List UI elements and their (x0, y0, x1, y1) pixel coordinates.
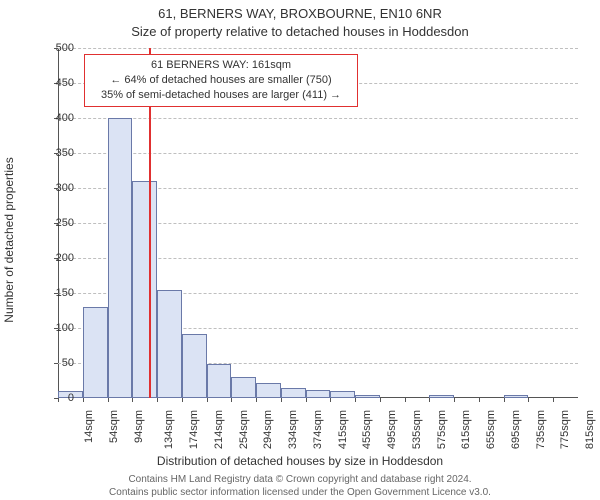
x-tick (330, 398, 331, 402)
x-tick (454, 398, 455, 402)
x-tick (157, 398, 158, 402)
x-tick (207, 398, 208, 402)
annotation-line3: 35% of semi-detached houses are larger (… (91, 88, 351, 103)
x-tick-label: 14sqm (83, 410, 95, 443)
x-tick-label: 655sqm (485, 410, 497, 449)
x-tick-label: 294sqm (262, 410, 274, 449)
x-tick-label: 535sqm (411, 410, 423, 449)
y-tick-label: 450 (34, 77, 74, 89)
x-tick-label: 374sqm (312, 410, 324, 449)
y-tick-label: 250 (34, 217, 74, 229)
x-tick-label: 615sqm (461, 410, 473, 449)
y-tick-label: 0 (34, 392, 74, 404)
gridline-h (58, 153, 578, 154)
footer-text-1: Contains HM Land Registry data © Crown c… (0, 474, 600, 485)
histogram-bar (281, 388, 306, 399)
x-tick-label: 575sqm (436, 410, 448, 449)
x-tick-label: 94sqm (133, 410, 145, 443)
x-tick (306, 398, 307, 402)
x-tick (405, 398, 406, 402)
histogram-bar (330, 391, 355, 398)
x-axis-label: Distribution of detached houses by size … (0, 454, 600, 468)
y-tick-label: 200 (34, 252, 74, 264)
histogram-bar (504, 395, 529, 398)
x-tick-label: 54sqm (108, 410, 120, 443)
y-tick-label: 100 (34, 322, 74, 334)
y-tick-label: 500 (34, 42, 74, 54)
x-tick (429, 398, 430, 402)
x-tick (281, 398, 282, 402)
x-tick (528, 398, 529, 402)
annotation-line2: ← 64% of detached houses are smaller (75… (91, 73, 351, 88)
histogram-bar (132, 181, 157, 398)
histogram-bar (231, 377, 256, 398)
x-tick-label: 214sqm (213, 410, 225, 449)
x-tick-label: 455sqm (362, 410, 374, 449)
x-tick-label: 775sqm (560, 410, 572, 449)
histogram-bar (157, 290, 182, 399)
histogram-bar (355, 395, 380, 399)
x-tick (380, 398, 381, 402)
x-tick (58, 398, 59, 402)
x-tick-label: 134sqm (163, 410, 175, 449)
y-tick-label: 50 (34, 357, 74, 369)
y-tick-label: 400 (34, 112, 74, 124)
histogram-bar (429, 395, 454, 398)
gridline-h (58, 48, 578, 49)
x-tick (256, 398, 257, 402)
histogram-bar (108, 118, 133, 398)
gridline-h (58, 118, 578, 119)
histogram-bar (306, 390, 331, 398)
histogram-bar (83, 307, 108, 398)
x-tick-label: 735sqm (535, 410, 547, 449)
y-tick-label: 350 (34, 147, 74, 159)
y-tick-label: 300 (34, 182, 74, 194)
x-tick (355, 398, 356, 402)
footer-text-2: Contains public sector information licen… (0, 487, 600, 498)
x-tick-label: 334sqm (287, 410, 299, 449)
y-axis-label: Number of detached properties (2, 157, 16, 322)
x-tick (504, 398, 505, 402)
x-tick (83, 398, 84, 402)
plot-area: 61 BERNERS WAY: 161sqm← 64% of detached … (58, 48, 578, 398)
x-tick-label: 815sqm (584, 410, 596, 449)
x-tick-label: 415sqm (337, 410, 349, 449)
chart-title-line1: 61, BERNERS WAY, BROXBOURNE, EN10 6NR (0, 6, 600, 21)
histogram-bar (207, 364, 232, 398)
annotation-line1: 61 BERNERS WAY: 161sqm (91, 58, 351, 73)
histogram-bar (256, 383, 281, 398)
x-tick (132, 398, 133, 402)
x-tick-label: 495sqm (386, 410, 398, 449)
x-tick (479, 398, 480, 402)
x-tick (182, 398, 183, 402)
histogram-bar (182, 334, 207, 398)
x-tick (231, 398, 232, 402)
x-tick-label: 254sqm (238, 410, 250, 449)
x-tick (553, 398, 554, 402)
annotation-box: 61 BERNERS WAY: 161sqm← 64% of detached … (84, 54, 358, 107)
x-tick-label: 695sqm (510, 410, 522, 449)
chart-title-line2: Size of property relative to detached ho… (0, 24, 600, 39)
x-tick-label: 174sqm (188, 410, 200, 449)
x-tick (108, 398, 109, 402)
y-tick-label: 150 (34, 287, 74, 299)
